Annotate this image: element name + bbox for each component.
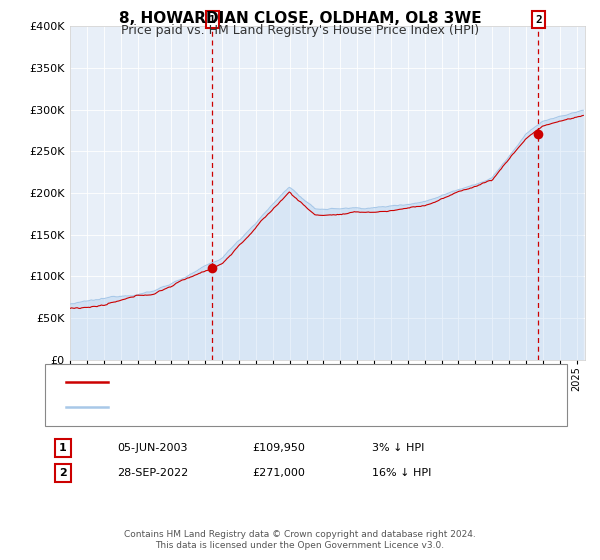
Text: 3% ↓ HPI: 3% ↓ HPI [372,443,424,453]
Text: HPI: Average price, detached house, Oldham: HPI: Average price, detached house, Oldh… [120,402,370,412]
Text: 2: 2 [59,468,67,478]
Text: 28-SEP-2022: 28-SEP-2022 [117,468,188,478]
Text: 05-JUN-2003: 05-JUN-2003 [117,443,187,453]
Text: 8, HOWARDIAN CLOSE, OLDHAM, OL8 3WE: 8, HOWARDIAN CLOSE, OLDHAM, OL8 3WE [119,11,481,26]
Text: Price paid vs. HM Land Registry's House Price Index (HPI): Price paid vs. HM Land Registry's House … [121,24,479,36]
Text: £109,950: £109,950 [252,443,305,453]
Text: Contains HM Land Registry data © Crown copyright and database right 2024.: Contains HM Land Registry data © Crown c… [124,530,476,539]
Text: 16% ↓ HPI: 16% ↓ HPI [372,468,431,478]
Text: 1: 1 [59,443,67,453]
Text: £271,000: £271,000 [252,468,305,478]
Text: This data is licensed under the Open Government Licence v3.0.: This data is licensed under the Open Gov… [155,541,445,550]
Text: 1: 1 [209,15,216,25]
Text: 2: 2 [535,15,542,25]
Text: 8, HOWARDIAN CLOSE, OLDHAM, OL8 3WE (detached house): 8, HOWARDIAN CLOSE, OLDHAM, OL8 3WE (det… [120,377,460,388]
